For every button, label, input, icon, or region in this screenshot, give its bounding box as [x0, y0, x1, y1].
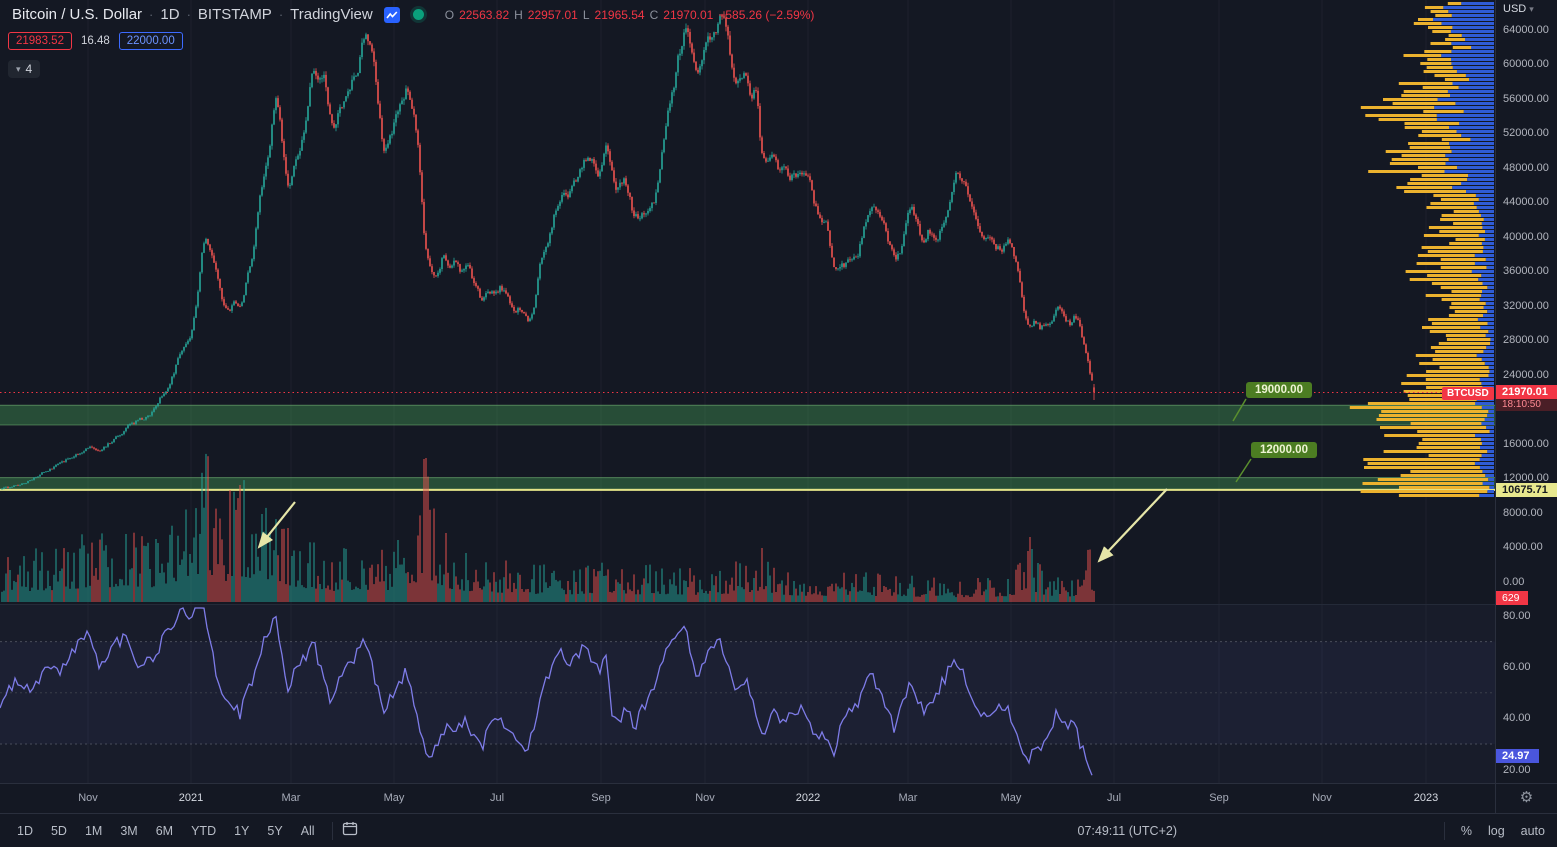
time-tick-jul: Jul — [1106, 792, 1122, 804]
price-tick: 12000.00 — [1503, 472, 1549, 484]
separator-dot: · — [278, 7, 284, 22]
price-tick: 40000.00 — [1503, 231, 1549, 243]
current-price-label: 21970.01 18:10:50 — [1496, 385, 1557, 411]
close-label: C — [649, 7, 659, 22]
price-axis[interactable]: USD ▾ 64000.00 60000.00 56000.00 52000.00 480… — [1495, 0, 1557, 783]
time-tick-nov: Nov — [1312, 792, 1332, 804]
rsi-tick: 40.00 — [1503, 712, 1531, 724]
price-tick: 36000.00 — [1503, 265, 1549, 277]
price-tick: 44000.00 — [1503, 196, 1549, 208]
currency-label: USD — [1503, 3, 1527, 15]
rsi-tick: 20.00 — [1503, 764, 1531, 776]
ohlc-readout: O 22563.82 H 22957.01 L 21965.54 C 21970.01 … — [445, 8, 815, 22]
price-tick: 8000.00 — [1503, 507, 1543, 519]
scale-tools: % log auto — [1436, 820, 1553, 842]
rsi-tick: 80.00 — [1503, 610, 1531, 622]
currency-caret-icon: ▾ — [1529, 4, 1534, 14]
range-button-ytd[interactable]: YTD — [182, 820, 225, 842]
time-axis[interactable]: Nov 2021 Mar May Jul Sep Nov 2022 Mar May Jul Sep No… — [0, 783, 1495, 813]
time-tick-2021: 2021 — [178, 792, 204, 804]
range-button-5y[interactable]: 5Y — [258, 820, 291, 842]
bottom-toolbar: 1D 5D 1M 3M 6M YTD 1Y 5Y All 07:49:11 (UTC+2) % … — [0, 813, 1557, 847]
price-tick: 4000.00 — [1503, 541, 1543, 553]
range-button-3m[interactable]: 3M — [111, 820, 146, 842]
time-tick-nov: Nov — [78, 792, 98, 804]
symbol-price-tag: BTCUSD — [1442, 387, 1494, 400]
auto-scale-button[interactable]: auto — [1513, 820, 1553, 842]
date-range-buttons: 1D 5D 1M 3M 6M YTD 1Y 5Y All — [8, 820, 324, 842]
price-tick: 0.00 — [1503, 576, 1525, 588]
high-value: 22957.01 — [527, 7, 578, 22]
spread-value: 16.48 — [80, 35, 110, 47]
price-tick: 32000.00 — [1503, 300, 1549, 312]
currency-selector[interactable]: USD ▾ — [1503, 3, 1534, 15]
bar-countdown: 18:10:50 — [1496, 399, 1557, 411]
price-tick: 60000.00 — [1503, 58, 1549, 70]
separator-dot: · — [186, 7, 191, 22]
price-tick: 52000.00 — [1503, 127, 1549, 139]
price-tick: 16000.00 — [1503, 438, 1549, 450]
toolbar-divider — [1443, 821, 1445, 840]
open-label: O — [444, 7, 455, 22]
range-button-6m[interactable]: 6M — [147, 820, 182, 842]
low-label: L — [582, 7, 590, 22]
price-tick: 24000.00 — [1503, 369, 1549, 381]
rsi-tick: 60.00 — [1503, 661, 1531, 673]
close-value: 21970.01 — [663, 7, 714, 22]
time-tick-2023: 2023 — [1413, 792, 1439, 804]
chart-canvas[interactable] — [0, 0, 1495, 783]
axis-corner: ⚙ — [1495, 783, 1557, 813]
indicator-count: 4 — [25, 62, 33, 76]
toolbar-divider — [331, 821, 333, 840]
range-button-5d[interactable]: 5D — [42, 820, 76, 842]
price-tick: 64000.00 — [1503, 24, 1549, 36]
price-tick: 28000.00 — [1503, 334, 1549, 346]
price-tags-row: 21983.52 16.48 22000.00 — [8, 32, 183, 50]
current-price-value: 21970.01 — [1502, 386, 1548, 398]
time-tick-mar: Mar — [898, 792, 918, 804]
price-tick: 48000.00 — [1503, 162, 1549, 174]
tradingview-attribution[interactable]: TradingView — [290, 6, 373, 23]
range-button-1y[interactable]: 1Y — [225, 820, 258, 842]
time-tick-may: May — [383, 792, 405, 804]
separator-dot: · — [149, 7, 154, 22]
price-alert-tag-red[interactable]: 21983.52 — [8, 32, 72, 50]
range-button-1d[interactable]: 1D — [8, 820, 42, 842]
volume-value-label: 629 — [1496, 591, 1528, 605]
range-button-1m[interactable]: 1M — [76, 820, 111, 842]
indicators-collapse-chip[interactable]: ▾ 4 — [8, 60, 41, 78]
change-value: −585.26 (−2.59%) — [718, 7, 815, 22]
chart-settings-gear-icon[interactable]: ⚙ — [1519, 789, 1534, 806]
open-value: 22563.82 — [459, 7, 510, 22]
time-tick-mar: Mar — [281, 792, 301, 804]
percent-scale-button[interactable]: % — [1453, 820, 1480, 842]
time-tick-jul: Jul — [489, 792, 505, 804]
market-status-icon[interactable] — [412, 9, 424, 20]
rsi-value-label: 24.97 — [1496, 749, 1539, 763]
price-tick: 56000.00 — [1503, 93, 1549, 105]
log-scale-button[interactable]: log — [1480, 820, 1513, 842]
price-alert-tag-blue[interactable]: 22000.00 — [118, 32, 183, 50]
symbol-button[interactable]: Bitcoin / U.S. Dollar — [12, 6, 143, 23]
low-value: 21965.54 — [594, 7, 645, 22]
support-level-badge-12000[interactable]: 12000.00 — [1251, 442, 1317, 458]
time-tick-2022: 2022 — [795, 792, 821, 804]
high-label: H — [514, 7, 523, 22]
chart-legend: Bitcoin / U.S. Dollar · 1D · BITSTAMP · … — [12, 6, 814, 23]
yellow-level-price-label: 10675.71 — [1496, 483, 1557, 497]
chevron-down-icon: ▾ — [16, 63, 21, 74]
support-level-badge-19000[interactable]: 19000.00 — [1246, 382, 1312, 398]
exchange-label: BITSTAMP — [197, 6, 272, 23]
go-to-date-icon[interactable] — [341, 820, 359, 841]
range-button-all[interactable]: All — [292, 820, 324, 842]
tradingview-logo-icon[interactable] — [383, 6, 400, 23]
interval-button[interactable]: 1D — [160, 6, 180, 23]
time-tick-sep: Sep — [591, 792, 611, 804]
time-tick-nov: Nov — [695, 792, 715, 804]
timezone-clock[interactable]: 07:49:11 (UTC+2) — [1077, 823, 1177, 838]
time-tick-sep: Sep — [1209, 792, 1229, 804]
time-tick-may: May — [1000, 792, 1022, 804]
